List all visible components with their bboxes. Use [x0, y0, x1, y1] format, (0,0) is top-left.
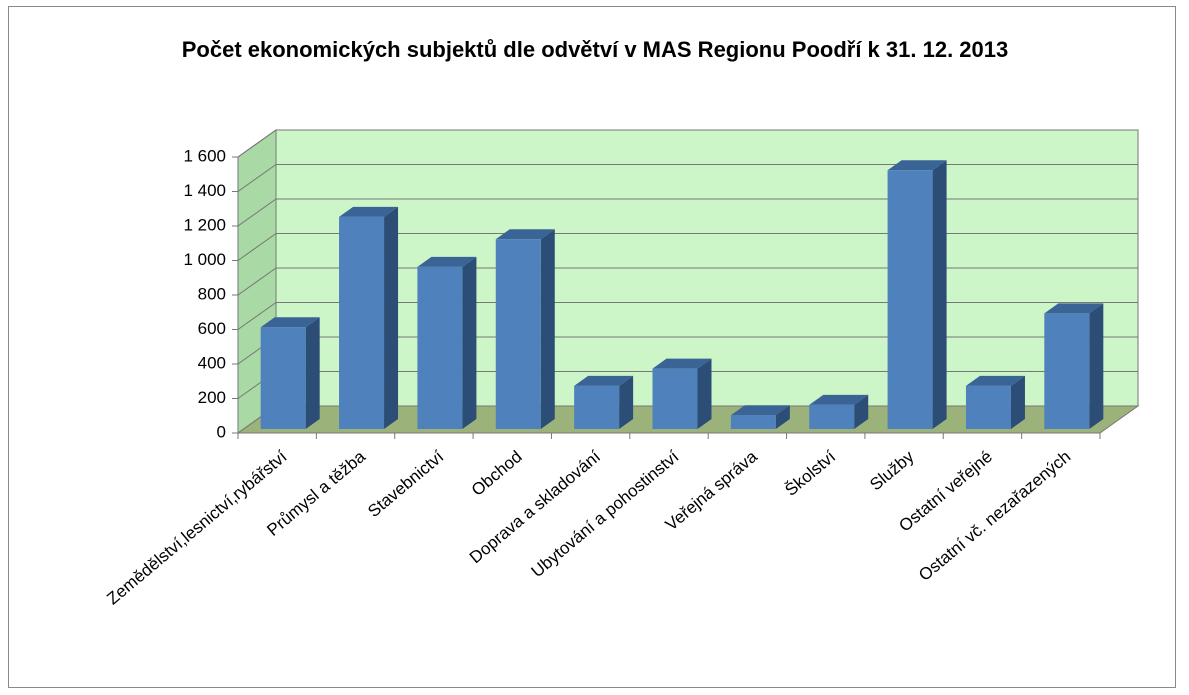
x-tick-label: Stavebnictví: [364, 447, 447, 521]
bar: [1044, 313, 1090, 429]
bar-top: [730, 405, 790, 416]
bar: [965, 385, 1011, 429]
bar: [417, 266, 463, 429]
bar: [495, 239, 541, 429]
bar-side: [854, 394, 869, 429]
x-tick-label: Doprava a skladování: [466, 447, 604, 567]
bar-top: [809, 394, 869, 405]
grid-line: [237, 267, 277, 296]
bar-top: [1044, 303, 1104, 314]
y-tick-label: 1 000: [183, 250, 226, 269]
grid-line: [237, 302, 277, 330]
bar-side: [932, 160, 947, 429]
bar-top: [339, 206, 399, 217]
bar: [887, 170, 933, 429]
y-tick-label: 1 400: [183, 181, 226, 200]
grid-line: [237, 164, 277, 192]
bar: [260, 327, 306, 429]
y-tick-label: 1 200: [183, 215, 226, 234]
grid-line: [237, 129, 277, 158]
bar-top: [965, 375, 1025, 386]
x-tick-label: Služby: [866, 447, 918, 495]
bar: [730, 415, 776, 429]
bar-top: [887, 160, 947, 171]
bar-top: [652, 358, 712, 369]
bar-side: [384, 206, 399, 429]
grid-line: [237, 233, 277, 261]
x-tick-label: Školství: [781, 447, 839, 500]
bar: [652, 368, 698, 429]
x-tick-label: Zemědělství,lesnictví,rybářství: [103, 447, 291, 609]
bar-side: [305, 317, 320, 429]
bar-top: [495, 229, 555, 240]
bar-top: [574, 375, 634, 386]
x-tick-label: Obchod: [468, 447, 526, 500]
grid-line: [237, 198, 277, 227]
bar-side: [462, 256, 477, 429]
chart-frame: [8, 6, 1176, 688]
bar-top: [417, 256, 477, 267]
y-tick-label: 200: [198, 388, 226, 407]
bar: [574, 385, 620, 429]
bar-side: [775, 405, 790, 429]
x-tick-label: Ubytování a pohostinství: [528, 447, 683, 581]
y-tick-label: 400: [198, 353, 226, 372]
y-tick-label: 0: [217, 422, 226, 441]
bar-top: [260, 317, 320, 328]
bar-side: [1010, 375, 1025, 429]
bar: [339, 216, 385, 429]
y-tick-label: 600: [198, 319, 226, 338]
chart-title: Počet ekonomických subjektů dle odvětví …: [181, 37, 1009, 62]
y-tick-label: 800: [198, 284, 226, 303]
bar: [809, 404, 855, 429]
bar-side: [619, 375, 634, 429]
y-tick-label: 1 600: [183, 146, 226, 165]
bar-side: [540, 229, 555, 429]
bar-side: [1089, 303, 1104, 429]
bar-side: [697, 358, 712, 429]
x-tick-label: Ostatní vč. nezařazených: [915, 447, 1074, 585]
